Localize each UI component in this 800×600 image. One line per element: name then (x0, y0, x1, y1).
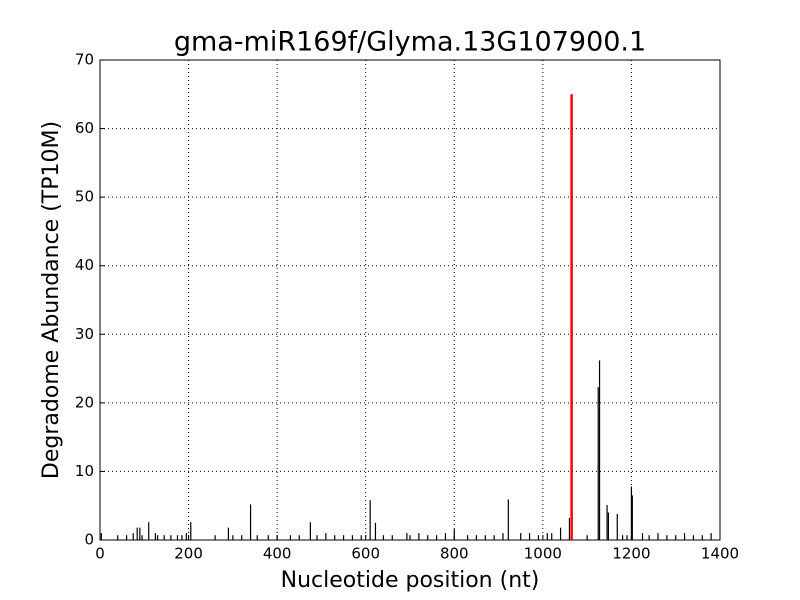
chart-title: gma-miR169f/Glyma.13G107900.1 (174, 27, 646, 58)
x-tick-label: 200 (174, 545, 203, 563)
x-tick-label: 1200 (612, 545, 650, 563)
x-tick-label: 1000 (524, 545, 562, 563)
y-axis-label: Degradome Abundance (TP10M) (39, 121, 64, 479)
x-tick-label: 800 (440, 545, 469, 563)
y-tick-label: 30 (75, 325, 94, 343)
x-tick-label: 0 (95, 545, 105, 563)
y-tick-label: 70 (75, 51, 94, 69)
plot-frame (99, 59, 721, 541)
x-tick-label: 400 (263, 545, 292, 563)
y-tick-label: 20 (75, 393, 94, 411)
y-tick-label: 50 (75, 188, 94, 206)
x-axis-label: Nucleotide position (nt) (281, 568, 540, 593)
y-tick-label: 10 (75, 462, 94, 480)
x-tick-label: 600 (351, 545, 380, 563)
y-tick-label: 40 (75, 256, 94, 274)
x-tick-label: 1400 (701, 545, 739, 563)
y-tick-label: 0 (84, 531, 94, 549)
y-tick-label: 60 (75, 119, 94, 137)
